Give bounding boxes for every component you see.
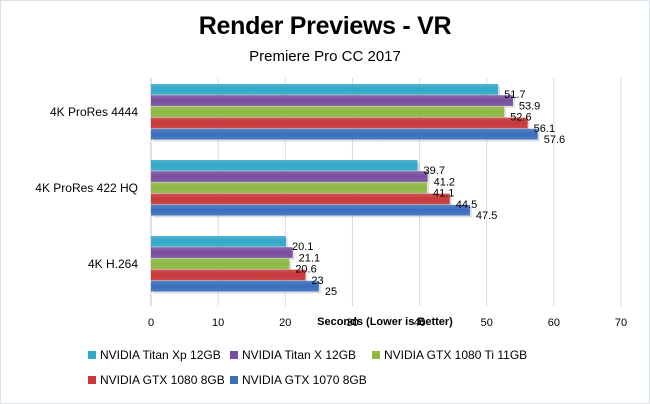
- x-tick-label: 10: [212, 317, 224, 329]
- x-tick-label: 0: [148, 317, 154, 329]
- category-label: 4K H.264: [88, 257, 138, 271]
- data-label: 52.6: [510, 112, 531, 124]
- data-label: 44.5: [456, 199, 477, 211]
- data-label: 53.9: [519, 100, 540, 112]
- legend-swatch: [230, 351, 238, 359]
- data-label: 47.5: [476, 210, 497, 222]
- legend-item: NVIDIA GTX 1070 8GB: [230, 373, 367, 387]
- bar: [151, 182, 427, 194]
- bar: [151, 84, 499, 95]
- legend-label: NVIDIA Titan X 12GB: [242, 348, 357, 362]
- legend-item: NVIDIA GTX 1080 Ti 11GB: [372, 348, 527, 362]
- data-label: 23: [311, 275, 323, 287]
- legend-label: NVIDIA Titan Xp 12GB: [100, 348, 221, 362]
- bars: [151, 84, 540, 294]
- legend-item: NVIDIA GTX 1080 8GB: [88, 373, 225, 387]
- legend-swatch: [372, 351, 380, 359]
- x-tick-label: 60: [548, 317, 560, 329]
- bar: [151, 106, 505, 118]
- x-tick-label: 40: [413, 317, 425, 329]
- bar: [151, 171, 428, 182]
- bar: [151, 247, 293, 258]
- category-labels: 4K ProRes 4444 4K ProRes 422 HQ 4K H.264: [35, 105, 138, 271]
- data-label: 57.6: [544, 134, 565, 146]
- bar: [151, 128, 538, 140]
- data-label: 51.7: [504, 89, 525, 101]
- legend-item: NVIDIA Titan X 12GB: [230, 348, 356, 362]
- legend-label: NVIDIA GTX 1080 8GB: [100, 373, 225, 387]
- bar: [151, 280, 319, 292]
- legend-item: NVIDIA Titan Xp 12GB: [88, 348, 221, 362]
- legend-swatch: [230, 376, 238, 384]
- bar: [151, 236, 286, 247]
- x-tick-labels: 0 10 20 30 40 50 60 70: [148, 317, 627, 329]
- data-label: 56.1: [534, 123, 555, 135]
- category-label: 4K ProRes 4444: [50, 105, 138, 119]
- legend-swatch: [88, 351, 96, 359]
- chart-title: Render Previews - VR: [198, 12, 452, 40]
- x-tick-label: 70: [615, 317, 627, 329]
- bar: [151, 160, 418, 171]
- chart-subtitle: Premiere Pro CC 2017: [249, 48, 401, 65]
- x-tick-label: 20: [279, 317, 291, 329]
- legend-swatch: [88, 376, 96, 384]
- bar: [151, 193, 450, 205]
- legend-label: NVIDIA GTX 1070 8GB: [242, 373, 367, 387]
- bar: [151, 269, 306, 281]
- data-labels: 51.753.952.656.157.6 39.741.241.144.547.5…: [292, 89, 565, 298]
- data-label: 25: [325, 286, 337, 298]
- bar: [151, 204, 470, 216]
- legend-label: NVIDIA GTX 1080 Ti 11GB: [384, 348, 528, 362]
- bar: [151, 95, 513, 106]
- data-label: 41.2: [434, 176, 455, 188]
- data-label: 20.1: [292, 241, 313, 253]
- x-tick-label: 30: [346, 317, 358, 329]
- data-label: 20.6: [295, 264, 316, 276]
- data-label: 39.7: [424, 165, 445, 177]
- category-label: 4K ProRes 422 HQ: [35, 181, 138, 195]
- data-label: 41.1: [433, 188, 454, 200]
- bar: [151, 258, 290, 270]
- data-label: 21.1: [299, 252, 320, 264]
- x-tick-label: 50: [481, 317, 493, 329]
- bar: [151, 117, 528, 129]
- x-axis-label: Seconds (Lower is Better): [317, 316, 453, 328]
